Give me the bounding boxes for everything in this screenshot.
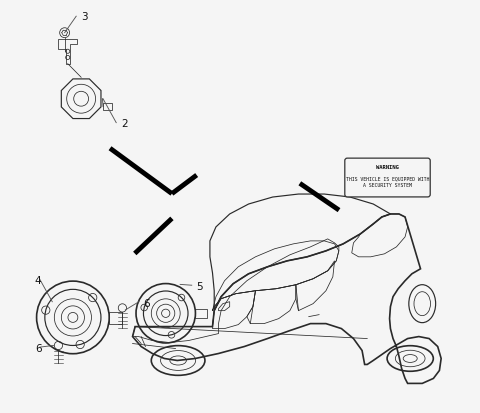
FancyBboxPatch shape xyxy=(345,159,430,197)
Text: THIS VEHICLE IS EQUIPPED WITH
A SECURITY SYSTEM: THIS VEHICLE IS EQUIPPED WITH A SECURITY… xyxy=(346,176,429,187)
Text: 6: 6 xyxy=(143,298,150,308)
Text: WARNING: WARNING xyxy=(376,164,399,169)
Text: 6: 6 xyxy=(35,344,42,354)
Text: 2: 2 xyxy=(121,119,128,129)
Text: 5: 5 xyxy=(197,282,204,292)
Text: 3: 3 xyxy=(81,12,88,22)
Text: 4: 4 xyxy=(35,275,42,285)
Text: 1: 1 xyxy=(420,169,426,178)
